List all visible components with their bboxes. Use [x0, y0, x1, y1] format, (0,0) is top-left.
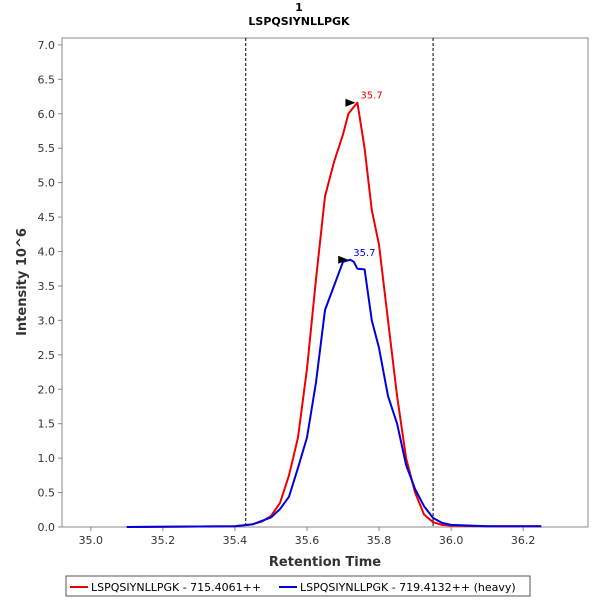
series-layer [126, 101, 542, 528]
y-tick-label: 5.5 [38, 142, 56, 155]
legend-item-light: LSPQSIYNLLPGK - 715.4061++ [91, 581, 261, 594]
y-tick-label: 6.5 [38, 73, 56, 86]
peak-marker-light [345, 98, 356, 107]
y-tick-label: 0.0 [38, 521, 56, 534]
y-tick-label: 6.0 [38, 108, 56, 121]
x-tick-label: 35.0 [79, 534, 104, 547]
y-tick-label: 0.5 [38, 487, 56, 500]
y-tick-label: 4.0 [38, 246, 56, 259]
y-tick-label: 2.5 [38, 349, 56, 362]
peak-label-heavy: 35.7 [353, 248, 375, 259]
peak-label-light: 35.7 [360, 91, 382, 102]
x-axis-title: Retention Time [269, 555, 381, 570]
legend-item-heavy: LSPQSIYNLLPGK - 719.4132++ (heavy) [300, 581, 516, 594]
y-axis: 0.0 0.5 1.0 1.5 2.0 2.5 3.0 3.5 4.0 4.5 5.0 5.5 6.0 6… [38, 39, 62, 534]
y-tick-label: 1.0 [38, 452, 56, 465]
plot-area [61, 37, 589, 528]
integration-boundaries [245, 38, 434, 527]
x-tick-label: 35.2 [151, 534, 176, 547]
x-tick-label: 35.8 [367, 534, 392, 547]
y-axis-title: Intensity 10^6 [15, 228, 30, 336]
y-tick-label: 1.5 [38, 418, 56, 431]
peak-annotations: 35.7 35.7 [338, 91, 383, 264]
x-tick-label: 36.2 [511, 534, 536, 547]
y-tick-label: 7.0 [38, 39, 56, 52]
y-tick-label: 2.0 [38, 383, 56, 396]
x-tick-label: 35.6 [295, 534, 320, 547]
series-line-light [126, 101, 542, 528]
x-tick-label: 35.4 [223, 534, 248, 547]
peak-marker-heavy [338, 255, 349, 264]
chart-subtitle: LSPQSIYNLLPGK [248, 15, 350, 28]
y-tick-label: 4.5 [38, 211, 56, 224]
y-tick-label: 3.5 [38, 280, 56, 293]
chart-title: 1 [295, 1, 303, 14]
series-line-heavy [126, 258, 542, 528]
y-tick-label: 3.0 [38, 314, 56, 327]
y-tick-label: 5.0 [38, 177, 56, 190]
x-axis: 35.0 35.2 35.4 35.6 35.8 36.0 36.2 [79, 527, 536, 547]
legend: LSPQSIYNLLPGK - 715.4061++ LSPQSIYNLLPGK… [65, 575, 531, 597]
legend-box [65, 575, 531, 597]
x-tick-label: 36.0 [439, 534, 464, 547]
